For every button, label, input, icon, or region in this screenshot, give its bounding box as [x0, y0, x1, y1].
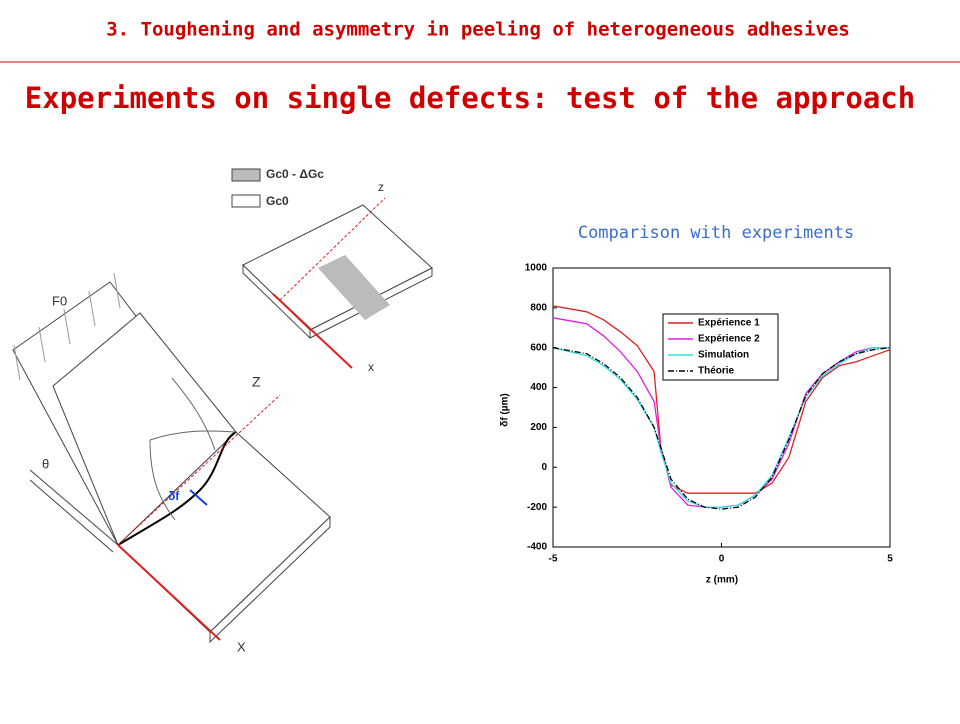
axis-label: z: [378, 180, 384, 194]
angle-label: θ: [42, 456, 49, 471]
y-tick-label: 1000: [525, 263, 548, 274]
plot-frame: [552, 267, 891, 548]
y-tick-label: 0: [541, 462, 547, 473]
y-tick-label: -400: [527, 542, 547, 553]
data-line: [552, 305, 891, 494]
y-tick-label: 800: [530, 302, 547, 313]
legend-label: Simulation: [698, 350, 749, 361]
chart: -400 -200 0 200 400 600 800 1000 -5 0 5 Expérience …: [525, 263, 893, 565]
legend-label: Expérience 2: [698, 334, 760, 345]
section-title: 3. Toughening and asymmetry in peeling o…: [106, 19, 850, 41]
axis-label: x: [368, 360, 374, 374]
axis-label: X: [237, 639, 246, 654]
y-tick-label: 200: [530, 422, 547, 433]
x-axis-label: z (mm): [706, 575, 738, 586]
x-tick-label: 5: [887, 554, 893, 565]
x-tick-label: -5: [549, 554, 558, 565]
legend-box: [662, 313, 779, 381]
legend-label: Expérience 1: [698, 318, 760, 329]
legend-label: Théorie: [698, 366, 735, 377]
y-axis-label: δf (µm): [500, 393, 511, 427]
peeling-diagram: [12, 272, 331, 644]
slide-title: Experiments on single defects: test of t…: [25, 81, 915, 115]
inset-diagram: [231, 168, 433, 369]
force-label: F0: [52, 293, 67, 308]
data-line: [552, 347, 890, 508]
x-tick-label: 0: [719, 554, 725, 565]
y-tick-label: -200: [527, 502, 547, 513]
y-tick-label: 600: [530, 342, 547, 353]
legend-label: Gc0: [266, 194, 289, 208]
y-tick-label: 400: [530, 382, 547, 393]
data-line: [552, 347, 891, 510]
chart-title: Comparison with experiments: [578, 223, 854, 243]
front-label: δf: [168, 489, 180, 503]
axis-label: Z: [252, 374, 261, 390]
legend-label: Gc0 - ΔGc: [266, 167, 324, 181]
